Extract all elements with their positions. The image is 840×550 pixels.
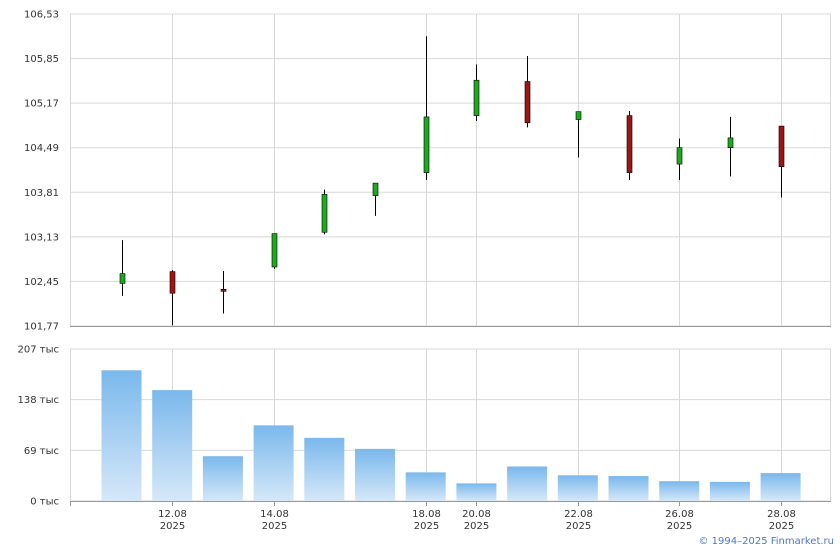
copyright-link[interactable]: © 1994–2025 Finmarket.ru xyxy=(698,536,834,547)
price-y-tick-label: 102,45 xyxy=(24,277,59,288)
volume-bar xyxy=(760,473,801,501)
candle-body-down xyxy=(220,288,227,292)
volume-bar xyxy=(456,483,497,501)
volume-bar xyxy=(507,466,548,501)
candle-body-up xyxy=(372,182,379,196)
x-tick-year: 2025 xyxy=(262,521,287,532)
volume-axis xyxy=(70,349,831,502)
price-y-tick-label: 103,81 xyxy=(24,188,59,199)
candle-body-up xyxy=(119,273,126,284)
price-gridlines xyxy=(70,13,831,327)
candle xyxy=(727,116,734,177)
price-panel: 106,53 105,85 105,17 104,49 103,81 103,13 102,… xyxy=(24,10,831,333)
x-tick-date: 22.08 xyxy=(564,509,593,520)
candle xyxy=(372,182,379,216)
candle-body-down xyxy=(626,115,633,173)
candle xyxy=(626,111,633,180)
x-tick-year: 2025 xyxy=(160,521,185,532)
price-y-tick-label: 104,49 xyxy=(24,143,59,154)
candle xyxy=(778,125,785,198)
date-x-tick-labels: 12.08202514.08202518.08202520.08202522.0… xyxy=(70,502,796,532)
candle xyxy=(169,270,176,326)
price-axis xyxy=(70,14,831,327)
volume-y-tick-label: 138 тыс xyxy=(18,395,59,406)
price-y-tick-labels: 106,53 105,85 105,17 104,49 103,81 103,13 102,… xyxy=(24,10,59,333)
candle xyxy=(423,36,430,180)
volume-y-tick-label: 207 тыс xyxy=(18,345,59,356)
price-y-tick-label: 105,17 xyxy=(24,99,59,110)
candle-body-up xyxy=(727,137,734,149)
volume-bar xyxy=(304,437,345,501)
candle xyxy=(271,233,278,269)
price-y-tick-label: 106,53 xyxy=(24,10,59,21)
volume-bar xyxy=(659,481,700,501)
volume-bar xyxy=(608,476,649,501)
x-tick-date: 12.08 xyxy=(158,509,187,520)
candle-body-up xyxy=(321,193,328,233)
candle-body-up xyxy=(423,116,430,173)
candle-body-up xyxy=(575,111,582,120)
candle xyxy=(676,138,683,180)
volume-bar xyxy=(101,370,142,501)
price-y-tick-label: 101,77 xyxy=(24,322,59,333)
volume-bar xyxy=(202,456,243,501)
candlestick-series xyxy=(119,36,785,326)
volume-y-tick-labels: 207 тыс 138 тыс 69 тыс 0 тыс xyxy=(18,345,59,508)
volume-y-tick-label: 69 тыс xyxy=(24,446,59,457)
candle xyxy=(575,111,582,158)
x-tick-year: 2025 xyxy=(464,521,489,532)
candle-body-up xyxy=(271,233,278,268)
price-y-tick-label: 105,85 xyxy=(24,54,59,65)
x-tick-year: 2025 xyxy=(566,521,591,532)
x-tick-date: 28.08 xyxy=(767,509,796,520)
volume-bar xyxy=(253,425,294,501)
volume-bar xyxy=(355,448,395,501)
candle xyxy=(220,270,227,314)
candle-body-down xyxy=(524,81,531,124)
x-tick-date: 14.08 xyxy=(260,509,289,520)
x-tick-date: 26.08 xyxy=(665,509,694,520)
x-tick-year: 2025 xyxy=(414,521,439,532)
candle-body-up xyxy=(676,147,683,165)
candle xyxy=(473,64,480,121)
volume-bar xyxy=(709,481,750,501)
x-tick-date: 18.08 xyxy=(412,509,441,520)
volume-bar-series xyxy=(101,370,801,501)
candle-body-down xyxy=(778,125,785,168)
candle xyxy=(119,240,126,296)
x-tick-year: 2025 xyxy=(667,521,692,532)
price-y-tick-label: 103,13 xyxy=(24,232,59,243)
volume-y-tick-label: 0 тыс xyxy=(30,497,59,508)
candle xyxy=(524,55,531,128)
volume-bar xyxy=(557,475,598,501)
volume-bar xyxy=(405,472,446,501)
candle-body-down xyxy=(169,271,176,294)
candle-body-up xyxy=(473,79,480,116)
x-tick-year: 2025 xyxy=(769,521,794,532)
candle xyxy=(321,189,328,235)
volume-bar xyxy=(152,390,193,501)
x-tick-date: 20.08 xyxy=(462,509,491,520)
